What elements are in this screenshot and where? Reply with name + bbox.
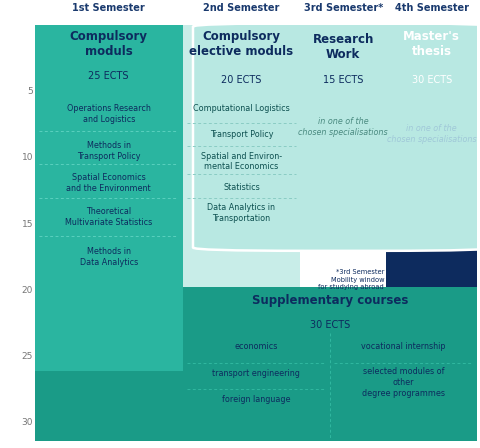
Text: Operations Research
and Logistics: Operations Research and Logistics — [67, 104, 151, 124]
Text: vocational internship: vocational internship — [361, 342, 446, 351]
Bar — [183, 287, 477, 441]
Text: Research
Work: Research Work — [312, 33, 374, 61]
Text: 25 ECTS: 25 ECTS — [88, 71, 129, 81]
Text: transport engineering: transport engineering — [213, 369, 300, 378]
Text: in one of the
chosen specialisations: in one of the chosen specialisations — [387, 124, 477, 144]
Text: Supplementary courses: Supplementary courses — [252, 294, 408, 307]
Text: 3rd Semester*: 3rd Semester* — [304, 3, 383, 13]
Text: 4th Semester: 4th Semester — [395, 3, 469, 13]
Bar — [35, 371, 183, 441]
Text: 2nd Semester: 2nd Semester — [203, 3, 280, 13]
Text: Compulsory
elective moduls: Compulsory elective moduls — [190, 30, 293, 58]
Text: in one of the
chosen specialisations: in one of the chosen specialisations — [299, 117, 388, 138]
Text: Spatial and Environ-
mental Economics: Spatial and Environ- mental Economics — [201, 151, 282, 172]
Bar — [35, 25, 183, 371]
Text: economics: economics — [235, 342, 278, 351]
Text: Methods in
Data Analytics: Methods in Data Analytics — [80, 247, 138, 267]
FancyBboxPatch shape — [193, 23, 480, 251]
Text: Spatial Economics
and the Environment: Spatial Economics and the Environment — [66, 173, 151, 193]
Text: selected modules of
other
degree programmes: selected modules of other degree program… — [362, 367, 445, 398]
Text: Transport Policy: Transport Policy — [210, 130, 273, 139]
Text: Statistics: Statistics — [223, 183, 260, 192]
Text: Compulsory
moduls: Compulsory moduls — [70, 30, 148, 58]
Text: 1st Semester: 1st Semester — [72, 3, 145, 13]
Bar — [183, 25, 300, 287]
Text: 20 ECTS: 20 ECTS — [221, 75, 262, 85]
Text: Theoretical
Multivariate Statistics: Theoretical Multivariate Statistics — [65, 207, 152, 227]
Text: Computational Logistics: Computational Logistics — [193, 104, 290, 113]
Text: 30 ECTS: 30 ECTS — [412, 75, 452, 85]
Text: Master's
thesis: Master's thesis — [403, 30, 460, 58]
Text: foreign language: foreign language — [222, 395, 291, 404]
Text: Methods in
Transport Policy: Methods in Transport Policy — [77, 141, 141, 161]
Text: 15 ECTS: 15 ECTS — [323, 75, 363, 85]
Text: 30 ECTS: 30 ECTS — [310, 319, 350, 330]
Bar — [386, 25, 477, 441]
Text: *3rd Semester
Mobility window
for studying abroad: *3rd Semester Mobility window for studyi… — [318, 269, 384, 290]
Text: Data Analytics in
Transportation: Data Analytics in Transportation — [207, 203, 276, 223]
